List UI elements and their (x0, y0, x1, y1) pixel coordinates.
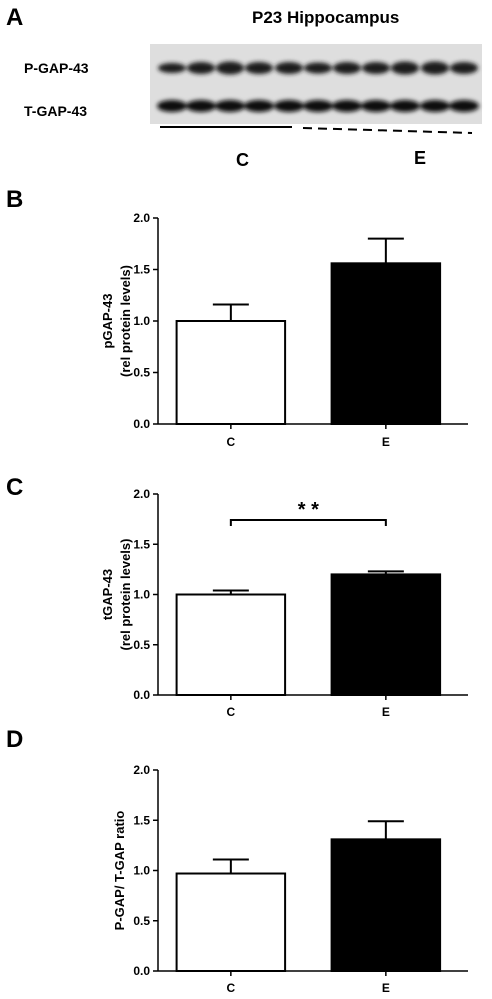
blot-band-t-gap-43 (420, 100, 450, 112)
x-tick-label-c: C (227, 435, 236, 449)
blot-row-label-p-gap-43: P-GAP-43 (24, 60, 89, 76)
blot-band-t-gap-43 (157, 100, 187, 112)
blot-group-e-underline (302, 127, 473, 134)
y-axis-label: (rel protein levels) (118, 539, 133, 651)
blot-band-t-gap-43 (390, 100, 420, 112)
blot-band-p-gap-43 (275, 62, 303, 74)
blot-band-t-gap-43 (332, 100, 362, 112)
y-tick-label: 1.5 (133, 263, 150, 277)
panel-letter-c: C (6, 474, 24, 501)
blot-band-p-gap-43 (158, 63, 186, 73)
significance-stars: * * (298, 499, 319, 521)
blot-band-t-gap-43 (361, 100, 391, 112)
y-tick-label: 0.0 (133, 417, 150, 431)
panel-letter-b: B (6, 186, 24, 213)
y-tick-label: 0.0 (133, 964, 150, 978)
y-tick-label: 1.0 (133, 588, 150, 602)
bar-c (175, 320, 287, 425)
x-tick-label-e: E (382, 435, 390, 449)
y-tick-label: 1.0 (133, 864, 150, 878)
y-tick-label: 0.5 (133, 914, 150, 928)
blot-band-p-gap-43 (245, 62, 273, 74)
panel-letter-d: D (6, 726, 24, 753)
blot-band-t-gap-43 (449, 100, 479, 112)
x-tick-label-e: E (382, 705, 390, 719)
y-tick-label: 1.0 (133, 314, 150, 328)
y-tick-label: 2.0 (133, 211, 150, 225)
y-tick-label: 2.0 (133, 487, 150, 501)
blot-group-label-c: C (236, 150, 249, 170)
blot-band-p-gap-43 (187, 62, 215, 74)
y-tick-label: 0.5 (133, 638, 150, 652)
blot-row-label-t-gap-43: T-GAP-43 (24, 103, 88, 119)
blot-band-p-gap-43 (421, 61, 449, 75)
y-axis-label: tGAP-43 (100, 569, 115, 620)
blot-band-p-gap-43 (362, 62, 390, 74)
y-axis-label: (rel protein levels) (118, 265, 133, 377)
blot-band-t-gap-43 (303, 100, 333, 112)
blot-band-p-gap-43 (391, 61, 419, 75)
blot-band-p-gap-43 (216, 61, 244, 75)
y-tick-label: 1.5 (133, 537, 150, 551)
x-tick-label-c: C (227, 705, 236, 719)
x-tick-label-e: E (382, 981, 390, 995)
y-axis-label: P-GAP/ T-GAP ratio (112, 811, 127, 931)
blot-band-p-gap-43 (333, 62, 361, 74)
bar-e (330, 838, 442, 972)
y-axis-label: pGAP-43 (100, 294, 115, 349)
blot-band-t-gap-43 (274, 100, 304, 112)
y-tick-label: 0.0 (133, 688, 150, 702)
blot-band-t-gap-43 (244, 100, 274, 112)
bar-e (330, 573, 442, 697)
western-blot-image (150, 44, 482, 134)
panel-letter-a: A (6, 4, 24, 31)
blot-band-p-gap-43 (304, 62, 332, 74)
x-tick-label-c: C (227, 981, 236, 995)
significance-bracket (229, 519, 387, 526)
bar-e (330, 262, 442, 425)
blot-group-label-e: E (414, 148, 427, 168)
y-tick-label: 1.5 (133, 813, 150, 827)
blot-band-t-gap-43 (186, 100, 216, 112)
blot-band-p-gap-43 (450, 62, 478, 74)
y-tick-label: 0.5 (133, 366, 150, 380)
y-tick-label: 2.0 (133, 763, 150, 777)
blot-band-t-gap-43 (215, 100, 245, 112)
bar-c (175, 872, 287, 973)
blot-title: P23 Hippocampus (252, 8, 400, 27)
